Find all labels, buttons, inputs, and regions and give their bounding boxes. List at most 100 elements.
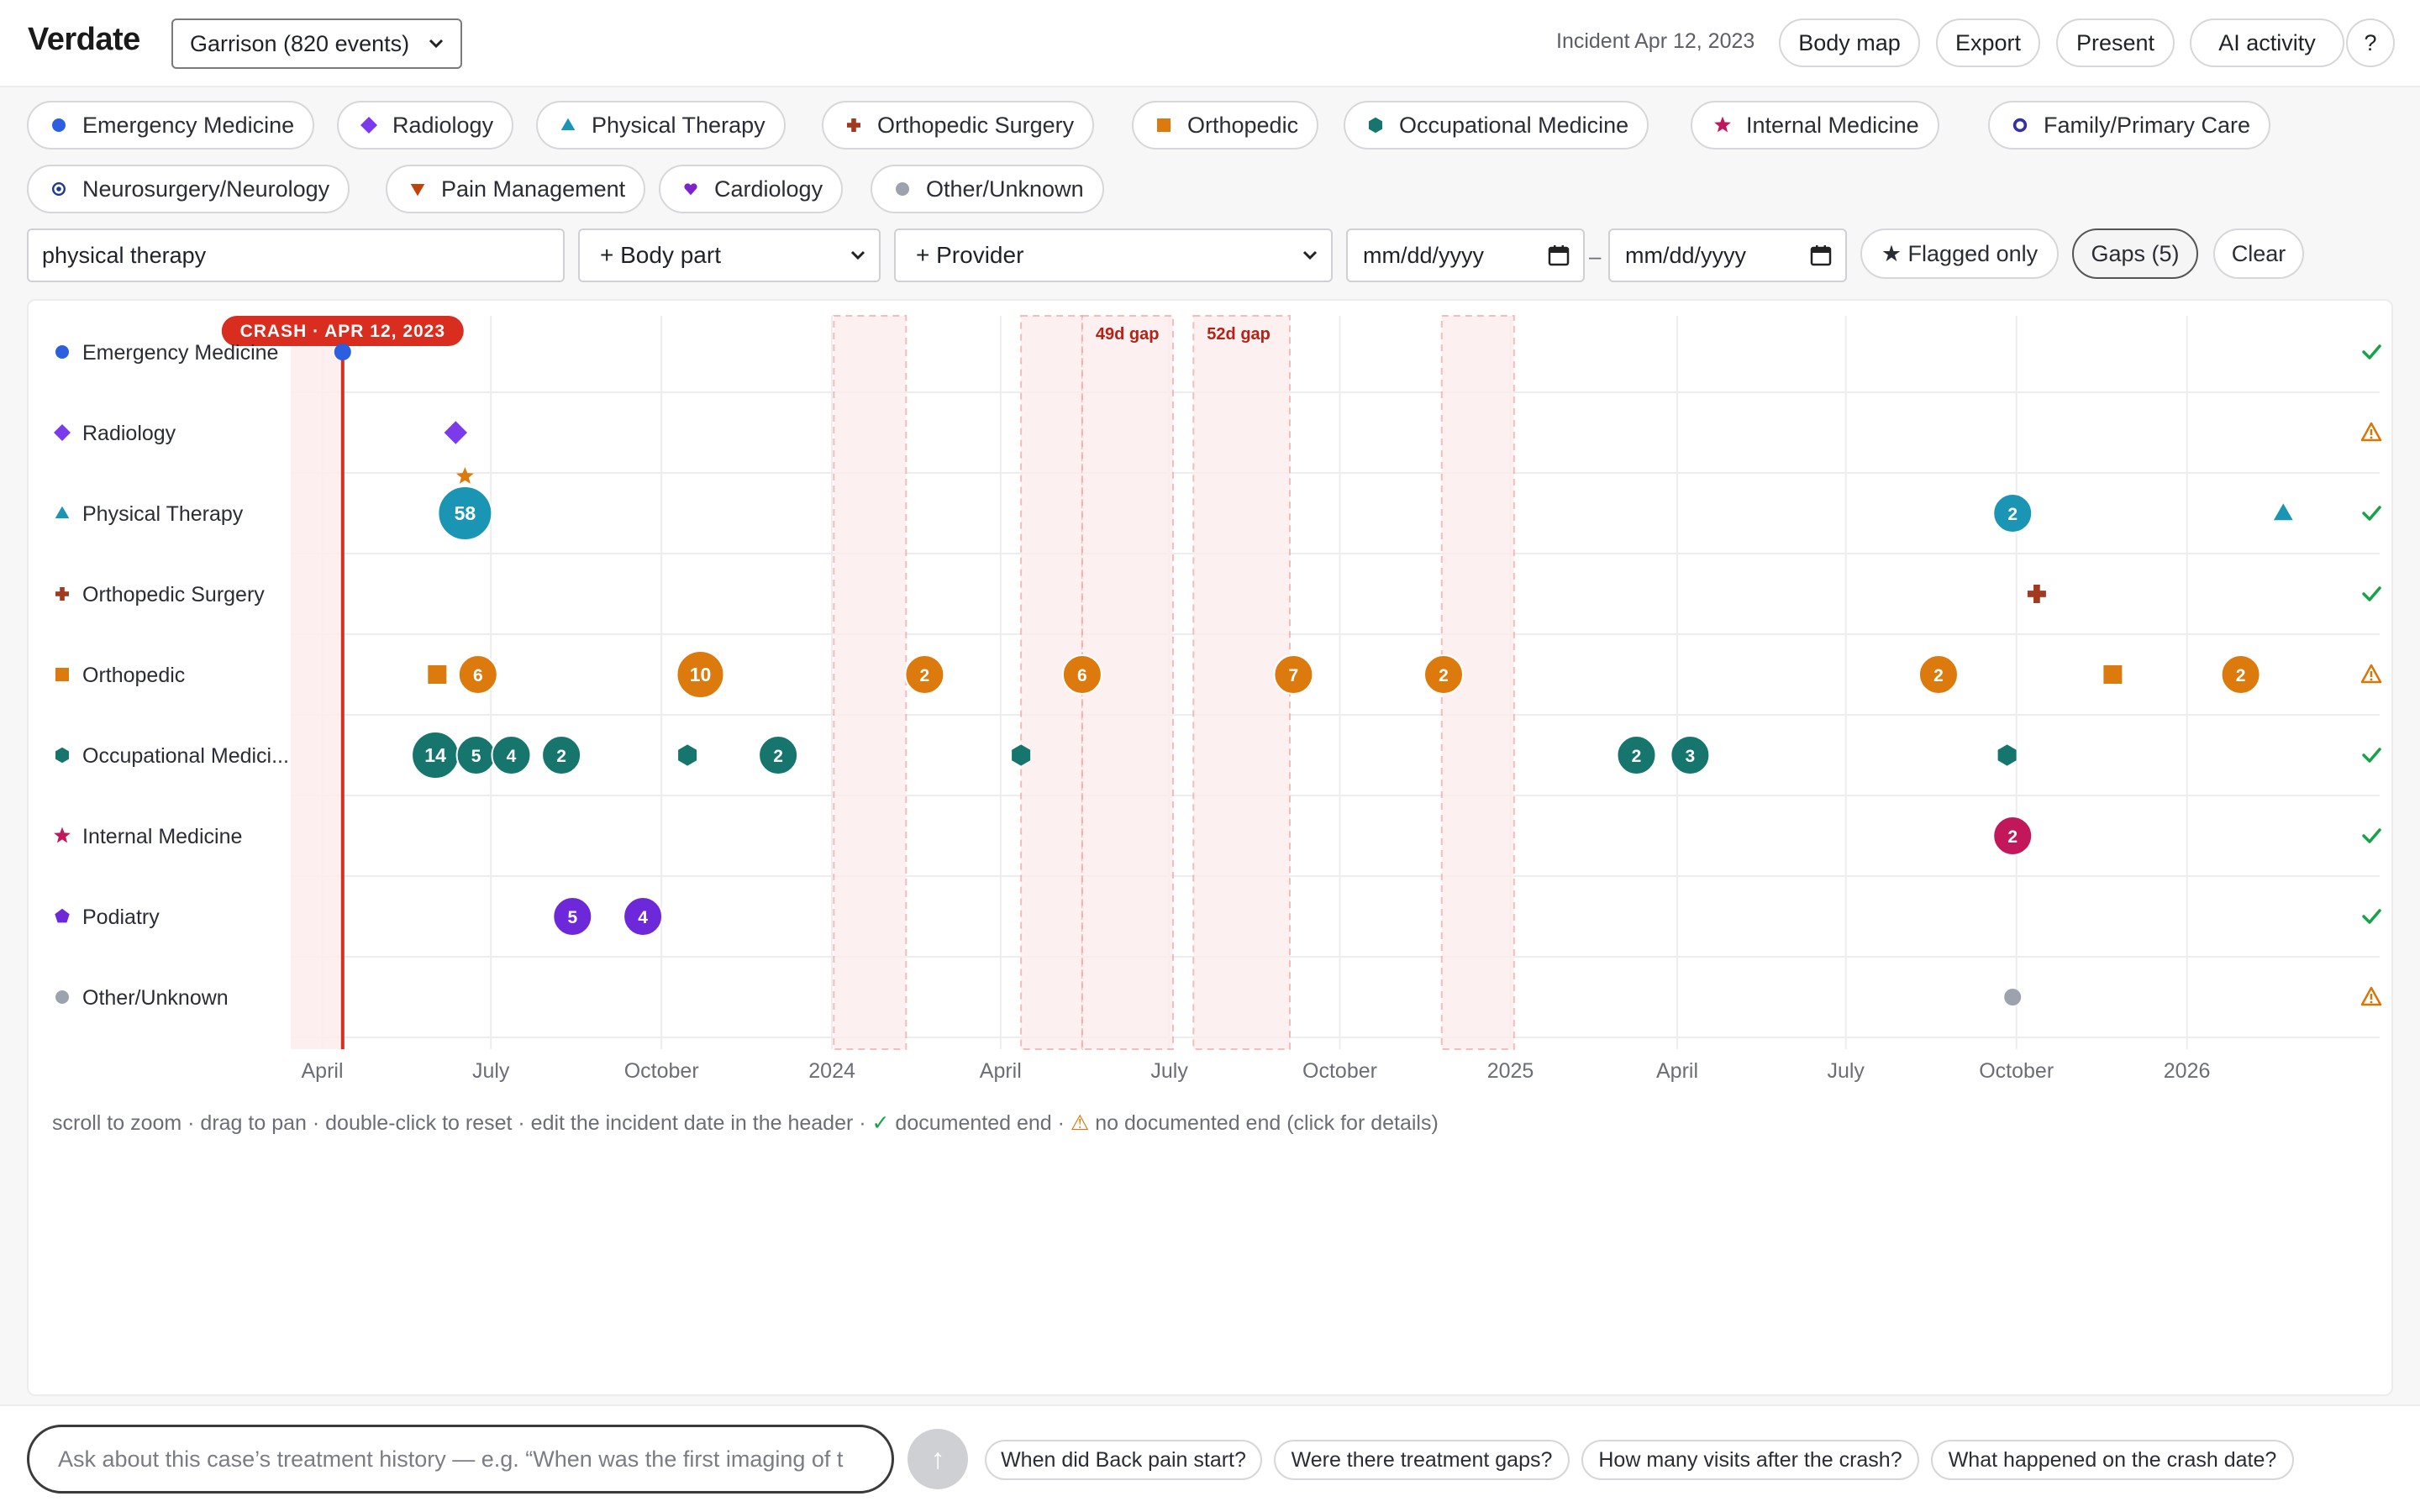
event-cluster[interactable]: 7 bbox=[1273, 654, 1314, 695]
svg-text:2: 2 bbox=[556, 747, 566, 766]
export-button[interactable]: Export bbox=[1936, 18, 2040, 67]
body-part-select[interactable]: + Body part bbox=[578, 228, 881, 282]
event-cluster[interactable]: 6 bbox=[1061, 654, 1102, 695]
chip-family-primary-care[interactable]: Family/Primary Care bbox=[1988, 101, 2271, 150]
documented-end-check-icon bbox=[2362, 586, 2381, 601]
chevron-down-icon bbox=[429, 39, 444, 49]
suggestion-chip[interactable]: Were there treatment gaps? bbox=[1274, 1440, 1570, 1480]
row-marker-icon bbox=[55, 587, 69, 601]
event-cluster[interactable]: 2 bbox=[541, 735, 582, 775]
event-cluster[interactable]: 4 bbox=[491, 735, 532, 775]
flagged-only-button[interactable]: ★ Flagged only bbox=[1860, 228, 2059, 279]
gap-band[interactable] bbox=[1192, 315, 1292, 1050]
event-cluster[interactable]: 58 bbox=[437, 486, 493, 541]
row-label[interactable]: Radiology bbox=[82, 422, 176, 445]
warning-icon: ⚠ bbox=[1070, 1111, 1090, 1135]
gaps-toggle-button[interactable]: Gaps (5) bbox=[2072, 228, 2198, 279]
clear-filters-button[interactable]: Clear bbox=[2213, 228, 2304, 279]
provider-select[interactable]: + Provider bbox=[894, 228, 1333, 282]
svg-text:7: 7 bbox=[1289, 666, 1299, 685]
chip-label: Physical Therapy bbox=[592, 112, 765, 138]
event-cluster[interactable]: 2 bbox=[1992, 493, 2033, 533]
row-label[interactable]: Physical Therapy bbox=[82, 502, 244, 526]
date-to-input[interactable]: mm/dd/yyyy bbox=[1608, 228, 1847, 282]
event-marker[interactable] bbox=[2273, 503, 2293, 521]
event-cluster[interactable]: 4 bbox=[623, 896, 664, 937]
event-marker[interactable] bbox=[2004, 989, 2022, 1005]
row-label[interactable]: Other/Unknown bbox=[82, 986, 229, 1010]
event-marker[interactable] bbox=[444, 421, 467, 444]
incident-date-label[interactable]: Incident Apr 12, 2023 bbox=[1556, 29, 1755, 53]
event-cluster[interactable]: 5 bbox=[552, 896, 593, 937]
svg-text:2: 2 bbox=[1439, 666, 1449, 685]
row-marker-icon bbox=[55, 668, 69, 681]
event-cluster[interactable]: 2 bbox=[758, 735, 799, 775]
ask-input[interactable]: Ask about this case’s treatment history … bbox=[27, 1425, 894, 1494]
row-label[interactable]: Orthopedic bbox=[82, 664, 185, 687]
x-tick-label: 2025 bbox=[1487, 1059, 1534, 1083]
chip-emergency-medicine[interactable]: Emergency Medicine bbox=[27, 101, 315, 150]
event-cluster[interactable]: 2 bbox=[2220, 654, 2261, 695]
row-label[interactable]: Internal Medicine bbox=[82, 825, 242, 848]
no-documented-end-warning-icon[interactable] bbox=[2360, 664, 2382, 684]
chip-internal-medicine[interactable]: Internal Medicine bbox=[1691, 101, 1939, 150]
date-from-input[interactable]: mm/dd/yyyy bbox=[1346, 228, 1585, 282]
chip-occupational-medicine[interactable]: Occupational Medicine bbox=[1344, 101, 1649, 150]
gap-band[interactable] bbox=[833, 315, 908, 1050]
send-button[interactable]: ↑ bbox=[908, 1429, 968, 1489]
help-button[interactable]: ? bbox=[2346, 18, 2395, 67]
x-tick-label: October bbox=[624, 1059, 699, 1083]
pre-incident-band bbox=[291, 316, 343, 1049]
suggestion-chip[interactable]: When did Back pain start? bbox=[985, 1440, 1262, 1480]
arrow-up-icon: ↑ bbox=[930, 1442, 945, 1475]
chip-radiology[interactable]: Radiology bbox=[337, 101, 514, 150]
incident-badge-label: CRASH · APR 12, 2023 bbox=[240, 322, 445, 341]
row-label[interactable]: Emergency Medicine bbox=[82, 341, 278, 365]
event-cluster[interactable]: 14 bbox=[411, 731, 460, 780]
triangle-marker-icon bbox=[560, 118, 576, 130]
circle-marker-icon bbox=[896, 182, 909, 196]
event-cluster[interactable]: 6 bbox=[457, 654, 498, 695]
chip-cardiology[interactable]: Cardiology bbox=[659, 165, 844, 213]
row-label[interactable]: Podiatry bbox=[82, 906, 160, 929]
suggestion-chip[interactable]: What happened on the crash date? bbox=[1931, 1440, 2294, 1480]
svg-text:58: 58 bbox=[455, 502, 476, 524]
event-cluster[interactable]: 2 bbox=[1918, 654, 1959, 695]
chip-neurosurgery-neurology[interactable]: Neurosurgery/Neurology bbox=[27, 165, 350, 213]
event-marker[interactable] bbox=[428, 665, 447, 684]
chip-orthopedic[interactable]: Orthopedic bbox=[1132, 101, 1319, 150]
event-cluster[interactable]: 10 bbox=[676, 650, 725, 699]
no-documented-end-warning-icon[interactable] bbox=[2360, 986, 2382, 1006]
treatment-timeline-chart[interactable]: April July October 2024 April July October 2025… bbox=[27, 299, 2393, 1122]
event-cluster[interactable]: 2 bbox=[1616, 735, 1657, 775]
no-documented-end-warning-icon[interactable] bbox=[2360, 422, 2382, 442]
event-marker[interactable] bbox=[334, 344, 351, 360]
svg-text:2: 2 bbox=[773, 747, 783, 766]
event-marker[interactable] bbox=[2103, 665, 2123, 684]
body-map-button[interactable]: Body map bbox=[1779, 18, 1920, 67]
case-select[interactable]: Garrison (820 events) bbox=[171, 18, 462, 69]
chip-pain-management[interactable]: Pain Management bbox=[386, 165, 646, 213]
calendar-icon[interactable] bbox=[1810, 244, 1832, 266]
x-tick-label: October bbox=[1302, 1059, 1377, 1083]
suggestion-chip[interactable]: How many visits after the crash? bbox=[1581, 1440, 1919, 1480]
present-button[interactable]: Present bbox=[2056, 18, 2175, 67]
event-marker[interactable] bbox=[678, 744, 697, 766]
row-label[interactable]: Orthopedic Surgery bbox=[82, 583, 265, 606]
event-cluster[interactable]: 5 bbox=[455, 735, 497, 775]
event-cluster[interactable]: 2 bbox=[904, 654, 945, 695]
gap-label: 49d gap bbox=[1096, 325, 1160, 344]
chip-orthopedic-surgery[interactable]: Orthopedic Surgery bbox=[822, 101, 1095, 150]
chip-physical-therapy[interactable]: Physical Therapy bbox=[536, 101, 786, 150]
search-input[interactable]: physical therapy bbox=[27, 228, 565, 282]
event-cluster[interactable]: 3 bbox=[1670, 735, 1711, 775]
event-marker[interactable] bbox=[1997, 744, 2017, 766]
ai-activity-button[interactable]: AI activity bbox=[2190, 18, 2344, 67]
event-marker[interactable] bbox=[2027, 585, 2046, 603]
event-cluster[interactable]: 2 bbox=[1992, 816, 2033, 856]
event-marker[interactable] bbox=[1012, 744, 1031, 766]
event-cluster[interactable]: 2 bbox=[1423, 654, 1464, 695]
chip-other-unknown[interactable]: Other/Unknown bbox=[871, 165, 1104, 213]
calendar-icon[interactable] bbox=[1548, 244, 1570, 266]
row-label[interactable]: Occupational Medici... bbox=[82, 744, 289, 768]
